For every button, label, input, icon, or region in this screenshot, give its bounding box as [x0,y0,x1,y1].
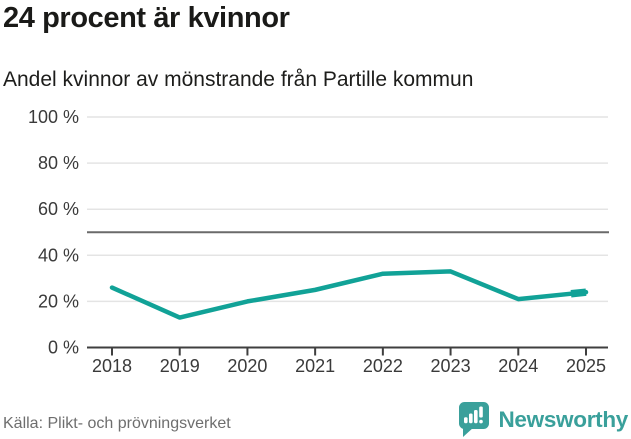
chart-subtitle: Andel kvinnor av mönstrande från Partill… [3,68,474,91]
chart-title: 24 procent är kvinnor [3,2,290,34]
x-tick-label: 2022 [363,356,403,376]
x-tick-label: 2019 [160,356,200,376]
data-line [109,269,589,320]
x-tick-label: 2020 [227,356,267,376]
x-tick-label: 2018 [92,356,132,376]
x-tick-label: 2025 [566,356,606,376]
x-tick-label: 2023 [431,356,471,376]
y-tick-label: 60 % [38,199,79,219]
source-note: Källa: Plikt- och prövningsverket [3,415,231,432]
data-line-end-marker [570,288,587,298]
y-tick-label: 20 % [38,291,79,311]
y-tick-label: 40 % [38,245,79,265]
newsworthy-logo-icon [459,402,490,437]
x-tick-label: 2021 [295,356,335,376]
newsworthy-logo: Newsworthy [458,402,628,438]
y-tick-label: 0 % [48,338,79,358]
y-tick-label: 80 % [38,153,79,173]
newsworthy-logo-text: Newsworthy [498,407,628,432]
x-tick-label: 2024 [498,356,538,376]
y-tick-label: 100 % [28,107,79,127]
